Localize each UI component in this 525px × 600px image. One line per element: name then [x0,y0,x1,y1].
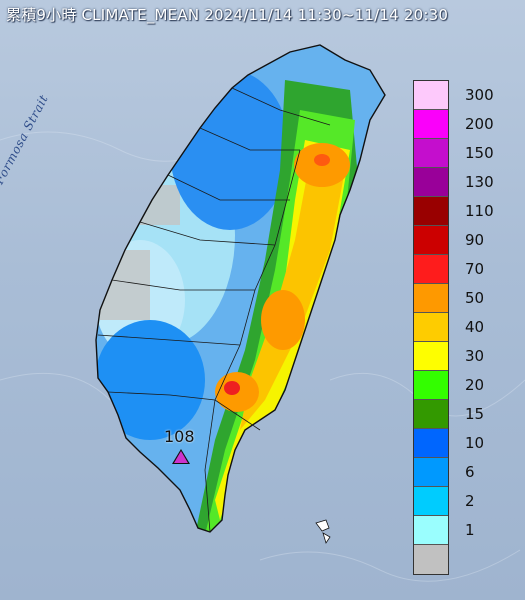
legend-swatch [414,168,448,197]
station-value-label: 108 [164,427,195,446]
legend-swatch [414,429,448,458]
legend-label: 150 [465,143,494,162]
rainfall-legend [413,80,449,575]
legend-label: 200 [465,114,494,133]
legend-label: 2 [465,491,475,510]
legend-label: 40 [465,317,485,336]
legend-label: 20 [465,375,485,394]
legend-label: 15 [465,404,485,423]
legend-label: 6 [465,462,475,481]
legend-swatch [414,255,448,284]
legend-label: 90 [465,230,485,249]
legend-swatch [414,313,448,342]
station-triangle-icon [172,449,190,464]
legend-label: 50 [465,288,485,307]
legend-label: 1 [465,520,475,539]
legend-swatch [414,226,448,255]
outlying-islands [315,519,331,544]
legend-label: 300 [465,85,494,104]
legend-swatch [414,487,448,516]
legend-swatch [414,342,448,371]
legend-swatch [414,545,448,574]
legend-swatch [414,110,448,139]
legend-swatch [414,371,448,400]
legend-swatch [414,516,448,545]
county-boundaries [97,87,331,533]
legend-swatch [414,458,448,487]
taiwan-coastline [95,44,386,533]
legend-label: 70 [465,259,485,278]
legend-label: 30 [465,346,485,365]
legend-swatch [414,284,448,313]
legend-swatch [414,400,448,429]
legend-label: 10 [465,433,485,452]
legend-swatch [414,81,448,110]
island-rainfall [96,45,385,532]
legend-label: 110 [465,201,494,220]
map-title: 累積9小時 CLIMATE_MEAN 2024/11/14 11:30~11/1… [6,6,449,24]
legend-label: 130 [465,172,494,191]
legend-swatch [414,197,448,226]
legend-swatch [414,139,448,168]
